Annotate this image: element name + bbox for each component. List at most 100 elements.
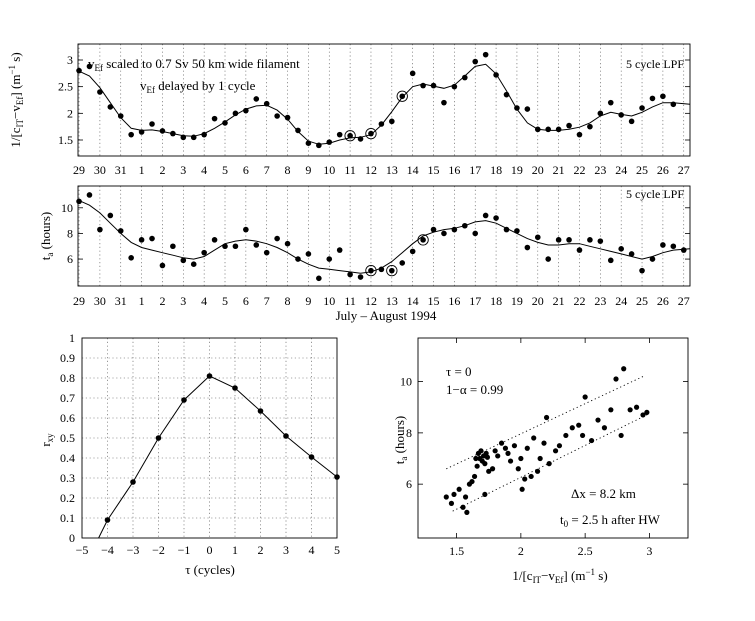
date-tick-label: 24 [615, 294, 627, 308]
scatter-point [486, 468, 492, 474]
scatter-point [541, 440, 547, 446]
scatter-point [492, 448, 498, 454]
date-tick-label: 10 [323, 294, 335, 308]
top-data-point [576, 131, 583, 138]
scatter-point [443, 494, 449, 500]
scatter-point [552, 448, 559, 454]
scatter-point [633, 404, 640, 410]
date-tick-label: 8 [285, 163, 291, 177]
middle-data-point [232, 243, 239, 250]
middle-data-point [430, 226, 437, 233]
middle-data-point [86, 192, 93, 198]
correlation-x-tick-label: 0 [207, 543, 213, 557]
date-tick-label: 26 [657, 163, 669, 177]
date-tick-label: 9 [305, 294, 311, 308]
top-data-point [180, 134, 187, 141]
correlation-point [283, 433, 289, 439]
middle-panel: 6 8 10 5 cycle LPF ta (hours) [38, 185, 691, 287]
scatter-x-tick-label: 2.5 [578, 544, 593, 558]
middle-data-point [284, 240, 291, 247]
scatter-point [502, 445, 509, 451]
top-data-point [420, 82, 426, 89]
middle-data-point [618, 246, 624, 252]
middle-data-point [472, 230, 479, 237]
date-tick-label: 1 [139, 294, 145, 308]
scatter-point [563, 432, 569, 439]
date-tick-label: 3 [180, 294, 186, 308]
correlation-y-tick-label: 0.1 [60, 511, 75, 525]
date-tick-label: 16 [448, 163, 460, 177]
correlation-point [308, 454, 315, 460]
correlation-y-tick-label: 0.6 [60, 411, 75, 425]
middle-data-point [316, 275, 322, 282]
middle-data-point [76, 198, 82, 205]
date-tick-label: 25 [636, 294, 648, 308]
top-data-point [597, 110, 604, 117]
date-tick-label: 11 [344, 163, 356, 177]
middle-data-point [107, 212, 114, 219]
date-tick-label: 22 [573, 163, 585, 177]
scatter-point [518, 455, 524, 462]
scatter-point [484, 454, 491, 460]
date-tick-label: 17 [469, 294, 481, 308]
scatter-x-tick-label: 1.5 [449, 544, 464, 558]
middle-data-point [670, 243, 677, 250]
scatter-point [618, 432, 624, 439]
scatter-x-axis-label: 1/[cIT−vEf] (m−1 s) [512, 567, 607, 585]
middle-data-point [441, 230, 447, 237]
correlation-x-tick-label: 3 [283, 543, 289, 557]
scatter-point [489, 466, 496, 472]
scatter-point [522, 476, 528, 482]
date-tick-label: 20 [532, 163, 544, 177]
date-axis-label: July – August 1994 [336, 308, 437, 323]
scatter-point [582, 394, 588, 400]
date-tick-label: 10 [323, 163, 335, 177]
middle-data-point [263, 249, 270, 256]
scatter-point [515, 466, 521, 472]
correlation-x-tick-label: −4 [101, 543, 114, 557]
date-tick-label: 14 [407, 163, 419, 177]
correlation-ticks: −5 −4 −3 −2 −1 0 1 2 3 4 5 0 0.1 0.2 0.3 0.4 0.5 0.6 0.7 0.… [60, 331, 340, 557]
scatter-point [627, 407, 633, 413]
middle-data-point [97, 226, 103, 233]
scatter-point [495, 453, 501, 459]
top-y-tick-label: 3 [67, 53, 73, 67]
top-data-point [274, 113, 280, 119]
top-data-point [378, 121, 385, 127]
middle-data-point [420, 237, 426, 243]
correlation-point [155, 435, 162, 441]
scatter-point [546, 461, 552, 467]
middle-data-point [128, 254, 134, 261]
top-data-point [534, 126, 541, 133]
date-tick-label: 13 [386, 163, 398, 177]
middle-data-points [76, 192, 687, 282]
correlation-y-tick-label: 0.5 [60, 431, 75, 445]
top-circled-point [344, 130, 356, 142]
middle-data-point [493, 215, 499, 221]
middle-data-point [347, 271, 353, 278]
top-data-point [190, 134, 197, 141]
correlation-x-tick-label: 4 [309, 543, 315, 557]
scatter-point [511, 443, 518, 449]
top-data-point [347, 132, 353, 139]
middle-y-tick-label: 6 [67, 252, 73, 266]
date-tick-label: 19 [511, 294, 523, 308]
scatter-point [556, 443, 563, 449]
date-tick-label: 21 [553, 163, 565, 177]
scatter-point [595, 417, 601, 423]
correlation-y-axis-label: rxy [38, 433, 55, 447]
correlation-y-tick-label: 0 [69, 531, 75, 545]
date-tick-label: 4 [201, 294, 207, 308]
top-data-point [107, 104, 114, 110]
middle-data-point [389, 267, 395, 274]
top-corner-label: 5 cycle LPF [626, 57, 684, 71]
date-tick-label: 30 [94, 163, 106, 177]
top-data-point [222, 120, 228, 126]
middle-data-point [378, 266, 385, 273]
scatter-point [505, 450, 511, 456]
date-tick-label: 25 [636, 163, 648, 177]
date-tick-label: 14 [407, 294, 419, 308]
scatter-annotation-t0: t0 = 2.5 h after HW [560, 512, 661, 529]
top-data-point [430, 82, 437, 89]
top-data-point [316, 142, 322, 149]
